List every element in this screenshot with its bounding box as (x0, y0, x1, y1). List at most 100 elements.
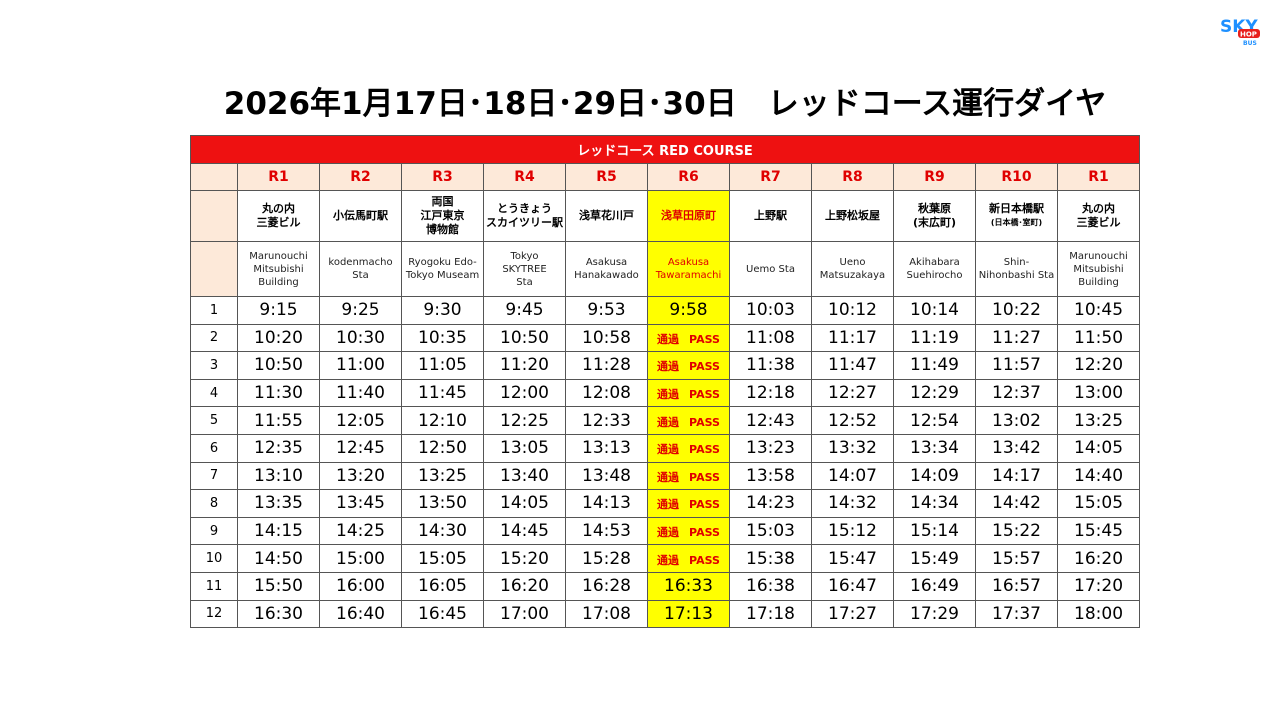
departure-time: 12:00 (483, 378, 566, 408)
departure-time: 13:02 (975, 406, 1058, 435)
pass-label: 通過 PASS (657, 443, 720, 456)
stop-name-jp-line: 丸の内 (262, 202, 295, 215)
departure-time: 11:00 (319, 351, 402, 380)
stop-name-en-line: SKYTREE (502, 263, 547, 275)
departure-time: 14:40 (1056, 461, 1141, 491)
departure-time: 14:34 (893, 489, 976, 518)
departure-time: 10:50 (237, 351, 320, 380)
departure-time: 14:32 (811, 489, 894, 518)
page-title: 2026年1月17日･18日･29日･30日 レッドコース運行ダイヤ (223, 86, 1107, 122)
stop-name-jp-line: 江戸東京 (420, 209, 465, 222)
stop-name-jp: 秋葉原 (末広町) (893, 190, 976, 242)
departure-time: 16:33 (647, 571, 730, 601)
stop-name-en-line: kodenmacho (328, 257, 393, 268)
stop-name-en: Ryogoku Edo- Tokyo Museam (401, 241, 484, 297)
trip-number: 6 (190, 433, 238, 463)
stop-code: R8 (811, 163, 894, 191)
departure-time: 14:53 (565, 516, 648, 546)
trip-number: 5 (190, 406, 238, 435)
stop-name-en-line: Sta (352, 270, 369, 281)
departure-time: 13:32 (811, 433, 894, 463)
stop-name-en-line: Tawaramachi (655, 270, 722, 281)
stop-name-jp-line: 三菱ビル (256, 216, 301, 229)
departure-time: 12:20 (1056, 351, 1141, 380)
stop-name-jp: 丸の内 三菱ビル (237, 190, 320, 242)
corner-cell (190, 163, 238, 191)
stop-name-en: Shin- Nihonbashi Sta (975, 241, 1058, 297)
stop-name-en-line: Tokyo Museam (405, 270, 480, 281)
departure-time: 15:05 (401, 544, 484, 573)
departure-time: 11:57 (975, 351, 1058, 380)
trip-row: 8 13:35 13:45 13:50 14:05 14:13 通過 PASS 14:23 14:… (190, 489, 1141, 518)
timetable: レッドコース RED COURSE R1 R2 R3 R4 R5 R6 R7 R8 R9 R10 R… (189, 135, 1141, 629)
stop-name-en-line: Marunouchi (1069, 250, 1128, 262)
stop-name-jp-line: 秋葉原 (918, 202, 951, 215)
stop-name-en-line: Tokyo (510, 250, 539, 262)
stop-name-jp-line: 両国 (431, 195, 454, 208)
pass-label: 通過 PASS (657, 360, 720, 373)
departure-time: 14:23 (729, 489, 812, 518)
departure-time: 18:00 (1056, 599, 1141, 629)
pass-marker: 通過 PASS (647, 461, 730, 491)
departure-time: 15:50 (237, 571, 320, 601)
departure-time: 13:10 (237, 461, 320, 491)
trip-row: 10 14:50 15:00 15:05 15:20 15:28 通過 PASS 15:38 15… (190, 544, 1141, 573)
pass-marker: 通過 PASS (647, 544, 730, 573)
departure-time: 10:30 (319, 323, 402, 353)
pass-marker: 通過 PASS (647, 406, 730, 435)
departure-time: 15:57 (975, 544, 1058, 573)
trip-number: 8 (190, 489, 238, 518)
pass-marker: 通過 PASS (647, 516, 730, 546)
stop-name-en-line: Asakusa (585, 257, 628, 268)
pass-marker: 通過 PASS (647, 378, 730, 408)
stop-code: R10 (975, 163, 1058, 191)
stop-name-jp-sub: (日本橋･室町) (990, 218, 1043, 227)
pass-label: 通過 PASS (657, 388, 720, 401)
course-banner-row: レッドコース RED COURSE (189, 135, 1141, 164)
stop-name-jp-line: 三菱ビル (1076, 216, 1121, 229)
stop-name-en-line: Asakusa (667, 257, 710, 268)
stop-name-jp: 浅草田原町 (647, 190, 730, 242)
stop-name-en-line: Uemo Sta (746, 263, 795, 275)
departure-time: 13:58 (729, 461, 812, 491)
departure-time: 9:58 (647, 296, 730, 325)
trip-number: 2 (190, 323, 238, 353)
departure-time: 14:05 (1056, 433, 1141, 463)
departure-time: 13:45 (319, 489, 402, 518)
trip-number: 12 (190, 599, 238, 629)
departure-time: 14:45 (483, 516, 566, 546)
departure-time: 15:20 (483, 544, 566, 573)
departure-time: 11:08 (729, 323, 812, 353)
trip-row: 1 9:15 9:25 9:30 9:45 9:53 9:58 10:03 10:12 10:14… (190, 296, 1141, 325)
course-banner: レッドコース RED COURSE (189, 135, 1141, 164)
stop-name-en-line: Akihabara (909, 257, 960, 268)
departure-time: 11:55 (237, 406, 320, 435)
departure-time: 10:35 (401, 323, 484, 353)
departure-time: 10:03 (729, 296, 812, 325)
stop-name-en-line: Sta (516, 276, 533, 288)
departure-time: 9:30 (401, 296, 484, 325)
departure-time: 15:28 (565, 544, 648, 573)
departure-time: 16:47 (811, 571, 894, 601)
sky-hop-bus-logo: SKY HOP BUS (1218, 14, 1262, 47)
stop-name-jp-line: 博物館 (426, 223, 459, 236)
stop-name-jp-line: 丸の内 (1082, 202, 1116, 215)
trip-row: 7 13:10 13:20 13:25 13:40 13:48 通過 PASS 13:58 14:… (190, 461, 1141, 491)
departure-time: 11:38 (729, 351, 812, 380)
departure-time: 17:29 (893, 599, 976, 629)
departure-time: 17:27 (811, 599, 894, 629)
stop-name-jp: 小伝馬町駅 (319, 190, 402, 242)
departure-time: 16:28 (565, 571, 648, 601)
departure-time: 14:25 (319, 516, 402, 546)
pass-label-jp: 通過 (657, 360, 680, 374)
trip-number: 4 (190, 378, 238, 408)
departure-time: 12:25 (483, 406, 566, 435)
trip-number: 10 (190, 544, 238, 573)
stop-name-jp-line: とうきょう (497, 202, 552, 215)
stop-name-jp-line: 小伝馬町駅 (333, 209, 388, 222)
departure-time: 17:37 (975, 599, 1058, 629)
trip-number: 3 (190, 351, 238, 380)
departure-time: 12:50 (401, 433, 484, 463)
trip-row: 2 10:20 10:30 10:35 10:50 10:58 通過 PASS 11:08 11:… (190, 323, 1141, 353)
stop-name-jp-line: 上野駅 (754, 209, 787, 222)
